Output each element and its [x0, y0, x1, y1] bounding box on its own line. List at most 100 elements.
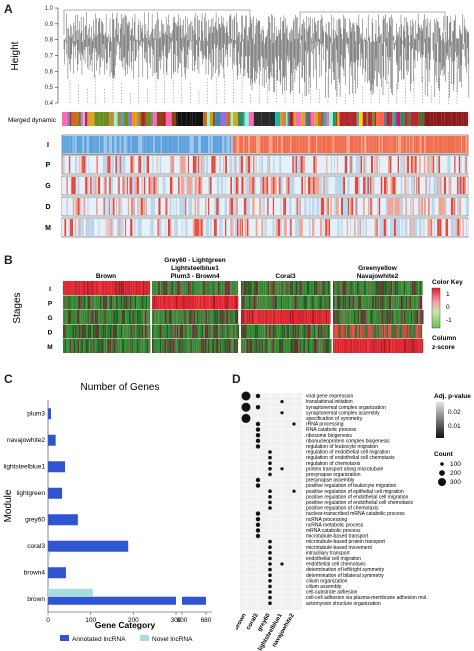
enrichment-dot — [255, 522, 261, 527]
stage-heatmap-cell — [140, 324, 142, 339]
heatmap-cell — [428, 198, 430, 215]
merged-dynamic-segment — [441, 112, 445, 126]
stage-heatmap-cell — [268, 310, 270, 324]
heatmap-cell — [376, 177, 379, 194]
merged-dynamic-segment — [451, 112, 457, 126]
heatmap-cell — [200, 177, 203, 194]
heatmap-cell — [239, 219, 241, 236]
heatmap-cell — [161, 156, 163, 173]
heatmap-cell — [203, 198, 206, 215]
merged-dynamic-segment — [390, 112, 393, 126]
stage-heatmap-cell — [155, 339, 158, 353]
heatmap-cell — [96, 156, 98, 173]
stage-heatmap-cell — [341, 310, 344, 324]
heatmap-cell — [338, 219, 340, 236]
stage-heatmap-cell — [93, 281, 95, 295]
color-key-footer: z-score — [432, 344, 455, 351]
stage-heatmap-cell — [201, 310, 204, 324]
merged-dynamic-segment — [71, 112, 77, 126]
heatmap-cell — [150, 156, 153, 173]
merged-dynamic-segment — [374, 112, 377, 126]
stage-heatmap-cell — [255, 310, 257, 324]
heatmap-cell — [278, 136, 281, 153]
stage-heatmap-cell — [112, 339, 114, 353]
stage-heatmap-cell — [192, 339, 195, 353]
stage-heatmap-cell — [301, 295, 304, 310]
heatmap-cell — [458, 156, 461, 173]
heatmap-cell — [165, 219, 168, 236]
merged-dynamic-segment — [84, 112, 88, 126]
heatmap-cell — [371, 136, 373, 153]
merged-dynamic-segment — [226, 112, 231, 126]
enrichment-dot — [268, 467, 272, 471]
heatmap-cell — [221, 177, 224, 194]
stage-heatmap-cell — [309, 295, 312, 310]
heatmap-cell — [411, 198, 413, 215]
heatmap-cell — [465, 156, 467, 173]
stage-heatmap-cell — [105, 295, 108, 310]
heatmap-cell — [118, 198, 121, 215]
stage-heatmap-cell — [262, 310, 265, 324]
heatmap-cell — [217, 177, 219, 194]
heatmap-cell — [443, 177, 447, 194]
go-term-label: synaptonemal complex organization — [306, 405, 386, 411]
stage-heatmap-cell — [178, 324, 180, 339]
stage-heatmap-cell — [107, 339, 110, 353]
heatmap-cell — [342, 136, 344, 153]
stage-heatmap-cell — [168, 281, 171, 295]
stage-heatmap-cell — [100, 339, 102, 353]
stage-heatmap-cell — [348, 339, 351, 353]
heatmap-cell — [284, 219, 287, 236]
heatmap-cell — [420, 177, 423, 194]
stage-heatmap-cell — [350, 281, 352, 295]
heatmap-cell — [264, 198, 268, 215]
stage-heatmap-cell — [76, 310, 79, 324]
stage-heatmap-cell — [301, 339, 304, 353]
stage-heatmap-cell — [338, 295, 341, 310]
stage-heatmap-cell — [63, 310, 65, 324]
stage-heatmap-cell — [179, 281, 181, 295]
heatmap-cell — [279, 156, 282, 173]
stage-heatmap-cell — [322, 324, 325, 339]
heatmap-cell — [334, 136, 337, 153]
heatmap-cell — [332, 219, 335, 236]
stage-heatmap-cell — [292, 324, 295, 339]
module-header: Grey60 - Lightgreen — [164, 257, 225, 264]
heatmap-cell — [404, 198, 406, 215]
stage-heatmap-cell — [405, 281, 408, 295]
heatmap-cell — [333, 177, 336, 194]
heatmap-cell — [428, 136, 431, 153]
stage-heatmap-cell — [250, 295, 253, 310]
heatmap-cell — [246, 136, 249, 153]
stage-heatmap-cell — [198, 295, 200, 310]
heatmap-cell — [241, 177, 244, 194]
stage-heatmap-cell — [118, 281, 121, 295]
heatmap-cell — [334, 219, 337, 236]
heatmap-cell — [217, 156, 220, 173]
merged-dynamic-segment — [87, 112, 94, 126]
go-term-label: protein transport along microtubule — [306, 466, 383, 472]
heatmap-cell — [153, 219, 155, 236]
stage-heatmap-cell — [388, 310, 391, 324]
heatmap-cell — [75, 156, 78, 173]
stage-heatmap-cell — [284, 295, 287, 310]
heatmap-cell — [334, 156, 336, 173]
heatmap-cell — [323, 177, 326, 194]
stage-heatmap-cell — [231, 295, 233, 310]
heatmap-cell — [353, 219, 355, 236]
stage-heatmap-cell — [134, 324, 135, 339]
heatmap-cell — [274, 156, 276, 173]
heatmap-cell — [164, 198, 166, 215]
heatmap-cell — [272, 177, 275, 194]
heatmap-cell — [425, 177, 427, 194]
merged-dynamic-segment — [145, 112, 151, 126]
heatmap-cell — [345, 177, 348, 194]
stage-heatmap-cell — [198, 310, 201, 324]
heatmap-cell — [161, 219, 164, 236]
heatmap-cell — [73, 136, 75, 153]
stage-heatmap-cell — [122, 295, 124, 310]
stage-heatmap-cell — [116, 324, 118, 339]
module-category-label: brown — [27, 596, 45, 603]
stage-heatmap-cell — [66, 310, 69, 324]
heatmap-cell — [68, 156, 70, 173]
